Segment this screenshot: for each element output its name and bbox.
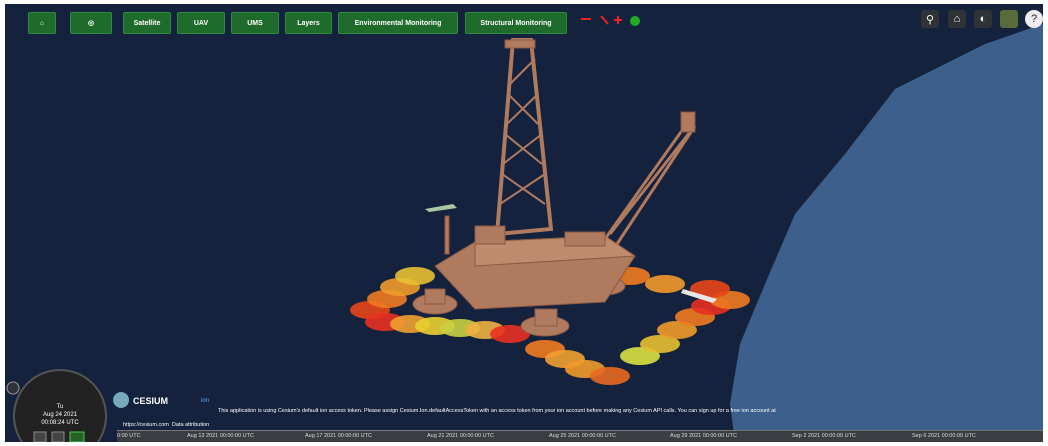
attribution-link[interactable]: Data attribution xyxy=(171,422,210,428)
help-button[interactable]: ? xyxy=(1025,10,1043,28)
toolbar-button[interactable]: Layers xyxy=(285,12,332,34)
timeline-label: Aug 25 2021 00:00:00 UTC xyxy=(549,433,616,439)
timeline-label: Sep 2 2021 00:00:00 UTC xyxy=(792,433,856,439)
heat-cell xyxy=(645,275,685,293)
base-layer-button[interactable] xyxy=(1000,10,1018,28)
toolbar-button[interactable]: Structural Monitoring xyxy=(465,12,567,34)
timeline-label: Aug 17 2021 00:00:00 UTC xyxy=(305,433,372,439)
vessel-model xyxy=(681,289,717,303)
cesium-link[interactable]: https://cesium.com xyxy=(123,422,169,428)
cesium-logo xyxy=(113,392,130,408)
play-button[interactable] xyxy=(69,431,85,442)
home-view-button[interactable]: ⌂ xyxy=(948,10,966,28)
heat-cell xyxy=(490,325,530,343)
logo-suffix: ion xyxy=(201,398,210,404)
clock-weekday: Tu xyxy=(56,404,64,410)
logo-text: CESIUM xyxy=(133,396,169,406)
timeline-label: 0:00 UTC xyxy=(117,433,141,439)
oil-rig xyxy=(412,38,697,337)
heat-cell xyxy=(690,280,730,298)
speed-knob[interactable] xyxy=(6,381,20,395)
uav-model xyxy=(425,204,457,212)
status-icons xyxy=(581,15,622,25)
timeline-label: Sep 6 2021 00:00:00 UTC xyxy=(912,433,976,439)
status-light xyxy=(630,16,640,26)
scene xyxy=(6,15,1043,442)
toolbar-button[interactable]: UMS xyxy=(231,12,279,34)
clock-time: 00:08:24 UTC xyxy=(41,420,79,426)
timeline-label: Aug 21 2021 00:00:00 UTC xyxy=(427,433,494,439)
home-button[interactable]: ⌂ xyxy=(28,12,56,34)
timeline-label: Aug 13 2021 00:00:00 UTC xyxy=(187,433,254,439)
clock-date: Aug 24 2021 xyxy=(42,412,78,418)
toolbar-button[interactable]: Environmental Monitoring xyxy=(338,12,458,34)
cesium-viewer: ⌂ ◎ Satellite UAV UMS Layers Environmental M… xyxy=(5,4,1043,442)
credit-links: https://cesium.com Data attribution xyxy=(123,422,209,428)
toolbar-button[interactable]: UAV xyxy=(177,12,225,34)
timeline[interactable]: 0:00 UTC Aug 13 2021 00:00:00 UTC Aug 17 2… xyxy=(117,430,1043,442)
heat-cell xyxy=(640,335,680,353)
scene-mode-button[interactable]: ◐ xyxy=(974,10,992,28)
token-message: This application is using Cesium's defau… xyxy=(218,408,776,414)
pause-button[interactable] xyxy=(51,431,65,442)
toolbar-button[interactable]: Satellite xyxy=(123,12,171,34)
heat-cell xyxy=(590,367,630,385)
land xyxy=(730,24,1043,442)
search-button[interactable]: ⚲ xyxy=(921,10,939,28)
heat-cell xyxy=(395,267,435,285)
heat-cell xyxy=(657,321,697,339)
clock-dial xyxy=(13,369,107,442)
locate-button[interactable]: ◎ xyxy=(70,12,112,34)
timeline-label: Aug 29 2021 00:00:00 UTC xyxy=(670,433,737,439)
rewind-button[interactable] xyxy=(33,431,47,442)
